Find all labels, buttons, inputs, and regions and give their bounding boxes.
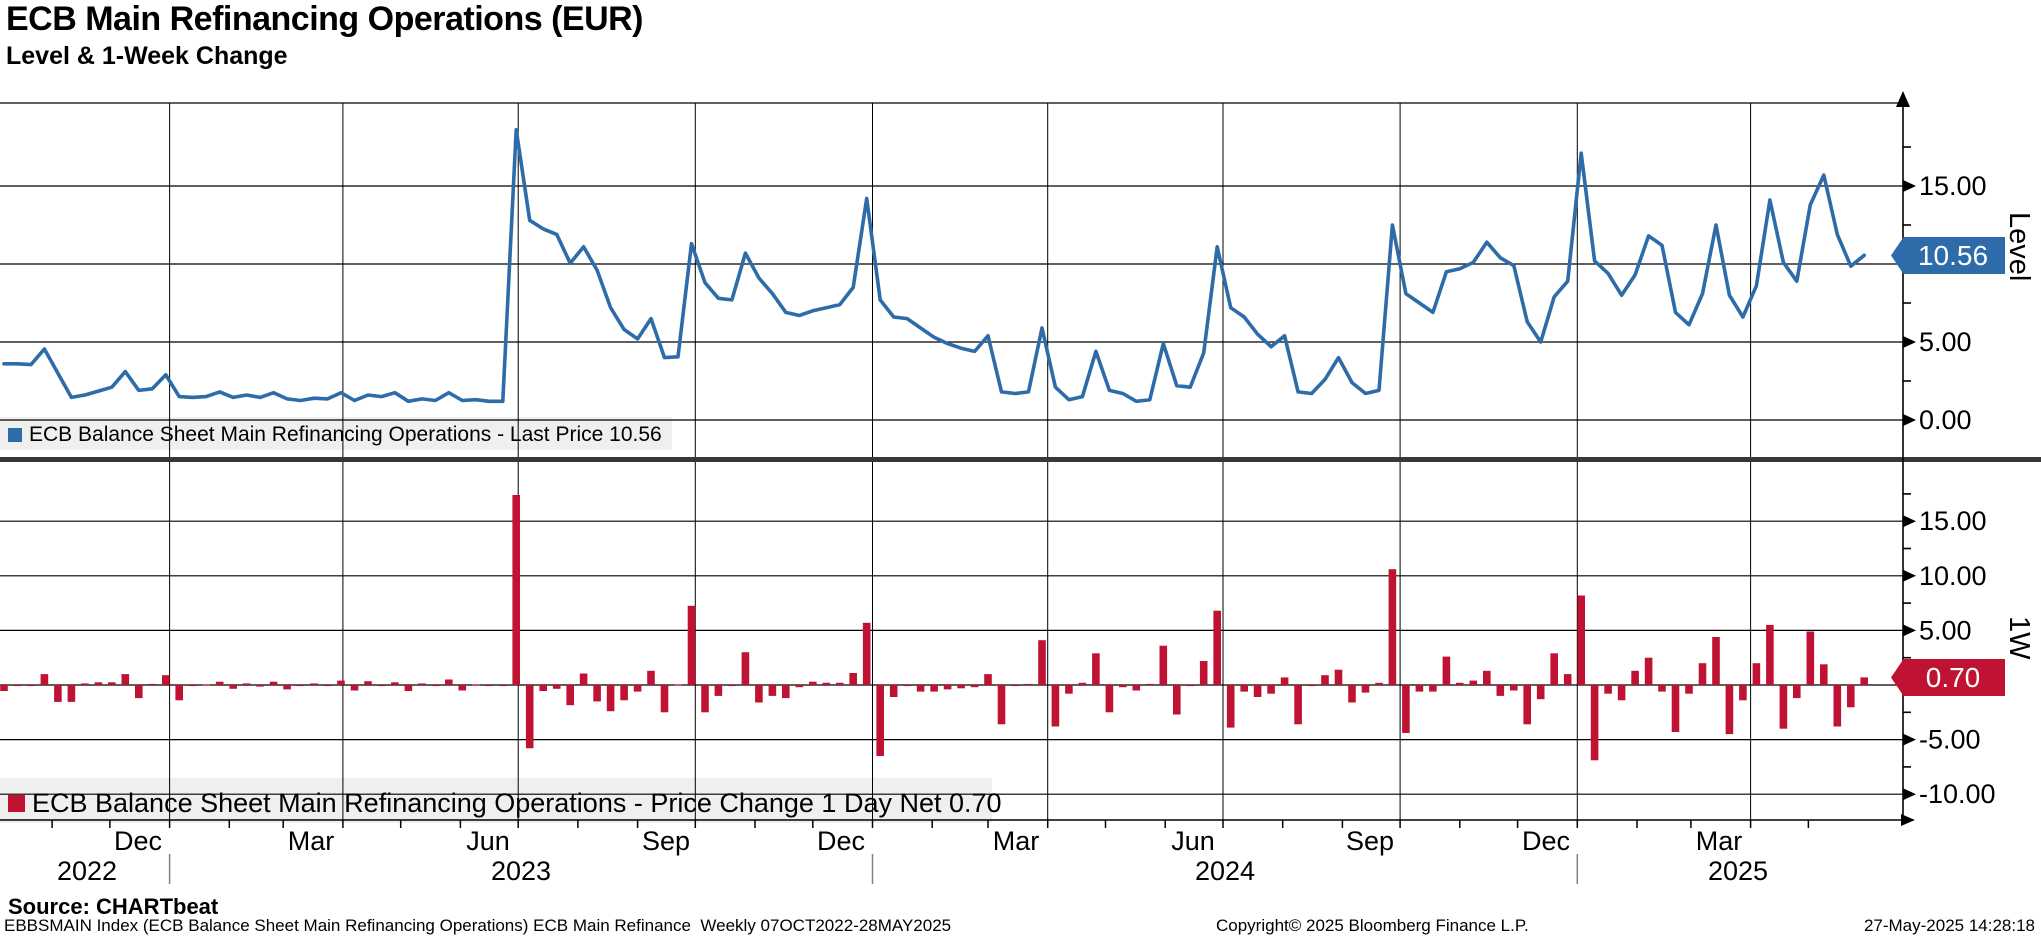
legend-strips: [0, 417, 992, 823]
footer-security-description: EBBSMAIN Index (ECB Balance Sheet Main R…: [4, 916, 952, 935]
svg-text:2023: 2023: [491, 856, 551, 886]
time-axis: Dec Mar Jun Sep Dec Mar Jun Sep Dec Mar 2022 2023 20…: [0, 814, 1915, 886]
last-price-tag: 10.56: [1891, 237, 2005, 274]
svg-text:Jun: Jun: [466, 826, 510, 856]
svg-text:10.00: 10.00: [1919, 561, 1987, 591]
change-series-swatch-icon: [8, 795, 25, 812]
source-line: Source: CHARTbeat: [8, 894, 219, 919]
svg-text:15.00: 15.00: [1919, 171, 1987, 201]
svg-text:Mar: Mar: [1696, 826, 1743, 856]
axis-title-level: Level: [2003, 212, 2035, 282]
page-subtitle: Level & 1-Week Change: [6, 42, 288, 70]
right-axis: 0.005.0010.0015.00-10.00-5.000.005.0010.…: [1896, 91, 1996, 820]
legend-change-label: ECB Balance Sheet Main Refinancing Opera…: [32, 788, 1002, 818]
panel-separator: [0, 457, 2041, 462]
svg-text:Sep: Sep: [642, 826, 690, 856]
svg-text:-5.00: -5.00: [1919, 725, 1981, 755]
svg-text:2025: 2025: [1708, 856, 1768, 886]
svg-text:Sep: Sep: [1346, 826, 1394, 856]
svg-text:Dec: Dec: [817, 826, 865, 856]
last-change-tag: 0.70: [1891, 659, 2005, 696]
svg-text:2024: 2024: [1195, 856, 1255, 886]
legend-change-series[interactable]: ECB Balance Sheet Main Refinancing Opera…: [8, 788, 1002, 819]
level-line-series: [2, 128, 1866, 404]
svg-text:Mar: Mar: [288, 826, 335, 856]
legend-level-label: ECB Balance Sheet Main Refinancing Opera…: [29, 423, 662, 446]
svg-text:Dec: Dec: [1522, 826, 1570, 856]
axis-title-1w: 1W: [2003, 616, 2035, 660]
footer-timestamp: 27-May-2025 14:28:18: [1863, 916, 2035, 935]
svg-text:Mar: Mar: [993, 826, 1040, 856]
svg-text:5.00: 5.00: [1919, 615, 1972, 645]
footer-copyright: Copyright© 2025 Bloomberg Finance L.P.: [1216, 916, 1529, 935]
svg-text:5.00: 5.00: [1919, 327, 1972, 357]
svg-text:0.00: 0.00: [1919, 405, 1972, 435]
legend-level-series[interactable]: ECB Balance Sheet Main Refinancing Opera…: [8, 423, 662, 447]
svg-text:Dec: Dec: [114, 826, 162, 856]
svg-text:15.00: 15.00: [1919, 506, 1987, 536]
level-series-swatch-icon: [8, 428, 22, 442]
change-bar-series: [0, 495, 1868, 761]
svg-text:Jun: Jun: [1171, 826, 1215, 856]
svg-text:-10.00: -10.00: [1919, 779, 1996, 809]
page-title: ECB Main Refinancing Operations (EUR): [6, 0, 644, 38]
svg-text:2022: 2022: [57, 856, 117, 886]
